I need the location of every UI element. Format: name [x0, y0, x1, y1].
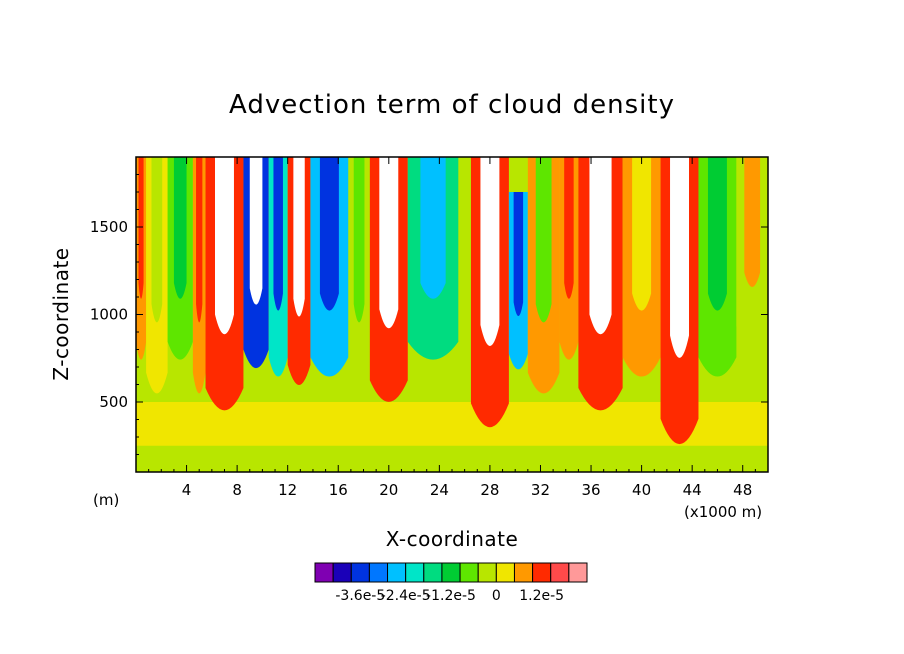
colorbar-label: 0 — [492, 588, 501, 604]
contour-core — [353, 157, 365, 323]
y-tick-label: 500 — [99, 393, 128, 411]
y-axis: 500 1000 1500 — [90, 174, 768, 455]
contour-core — [151, 157, 163, 323]
x-tick-label: 48 — [733, 481, 752, 499]
colorbar-swatch — [423, 562, 443, 583]
contour-core — [249, 157, 263, 305]
contour-core — [319, 157, 339, 311]
colorbar-swatch — [532, 562, 552, 583]
contour-core — [215, 157, 234, 335]
colorbar-swatch — [513, 562, 534, 583]
contour-core — [480, 157, 500, 346]
x-tick-label: 32 — [531, 481, 550, 499]
contour-core — [379, 157, 399, 329]
colorbar-swatch — [350, 562, 370, 583]
contour-core — [293, 157, 305, 317]
x-tick-label: 28 — [480, 481, 499, 499]
chart-title: Advection term of cloud density — [229, 90, 675, 120]
colorbar-labels: -3.6e-5-2.4e-5-1.2e-5 0 1.2e-5 — [335, 588, 564, 604]
colorbar — [314, 562, 588, 583]
x-tick-label: 40 — [632, 481, 651, 499]
colorbar-swatch — [368, 562, 389, 583]
colorbar-label: 1.2e-5 — [519, 588, 564, 604]
contour-core — [744, 157, 761, 287]
colorbar-swatch — [550, 562, 570, 583]
colorbar-swatch — [405, 562, 425, 583]
colorbar-swatch — [568, 562, 588, 583]
colorbar-label: -1.2e-5 — [426, 588, 476, 604]
y-tick-label: 1000 — [90, 306, 128, 324]
contour-core — [513, 192, 524, 317]
x-axis: 4 8 12 16 20 24 28 32 36 40 44 48 — [148, 157, 756, 499]
x-tick-label: 4 — [182, 481, 192, 499]
contour-core — [138, 157, 144, 299]
contour-core — [564, 157, 574, 299]
x-unit-left: (m) — [93, 491, 119, 509]
x-tick-label: 44 — [683, 481, 702, 499]
x-tick-label: 16 — [329, 481, 348, 499]
colorbar-swatch — [477, 562, 497, 583]
x-tick-label: 8 — [232, 481, 242, 499]
colorbar-label: -3.6e-5 — [335, 588, 385, 604]
x-tick-label: 12 — [278, 481, 297, 499]
colorbar-swatch — [314, 562, 334, 583]
y-tick-label: 1500 — [90, 218, 128, 236]
contour-core — [632, 157, 652, 311]
contour-core — [707, 157, 727, 311]
colorbar-swatch — [332, 562, 352, 583]
colorbar-swatch — [441, 562, 461, 583]
colorbar-swatch — [387, 562, 407, 583]
contour-core — [196, 157, 203, 323]
y-axis-label: Z-coordinate — [49, 247, 73, 380]
plot-area — [136, 157, 768, 472]
x-tick-label: 36 — [581, 481, 600, 499]
contour-core — [273, 157, 283, 311]
x-axis-label: X-coordinate — [386, 527, 519, 551]
contour-core — [670, 157, 689, 358]
x-unit-right: (x1000 m) — [684, 503, 762, 521]
x-tick-label: 24 — [430, 481, 449, 499]
contour-core — [535, 157, 552, 323]
contour-core — [589, 157, 612, 335]
colorbar-label: -2.4e-5 — [381, 588, 431, 604]
contour-core — [420, 157, 446, 299]
colorbar-swatch — [459, 562, 479, 583]
contour-core — [173, 157, 187, 299]
colorbar-swatch — [495, 562, 515, 583]
x-tick-label: 20 — [379, 481, 398, 499]
